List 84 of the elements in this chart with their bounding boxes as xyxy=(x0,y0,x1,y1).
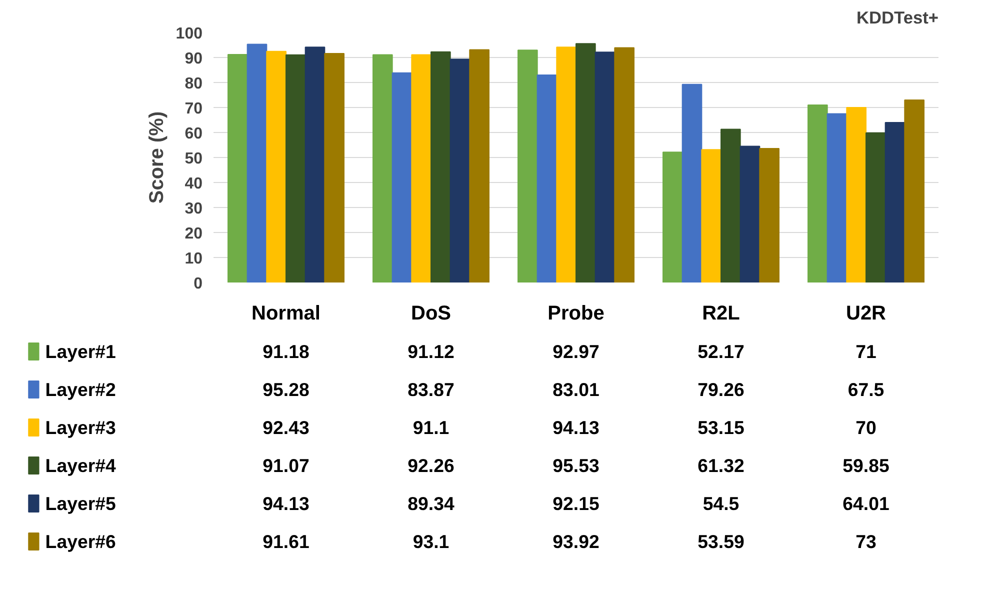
bar xyxy=(720,128,741,282)
chart-title: KDDTest+ xyxy=(856,8,939,28)
data-label: 94.13 xyxy=(262,493,310,514)
bar xyxy=(450,58,470,282)
y-tick-label: 70 xyxy=(184,100,203,118)
data-label: 94.13 xyxy=(552,417,600,438)
data-label: 52.17 xyxy=(698,341,744,362)
legend-label: Layer#3 xyxy=(45,417,116,438)
data-label: 91.07 xyxy=(262,455,310,476)
data-label: 91.61 xyxy=(262,531,310,552)
bar xyxy=(392,72,412,282)
data-label: 73 xyxy=(856,531,876,552)
data-label: 83.01 xyxy=(552,379,600,400)
data-label: 83.87 xyxy=(408,379,454,400)
data-label: 95.28 xyxy=(262,379,310,400)
data-label: 91.1 xyxy=(412,417,450,438)
x-tick-label: DoS xyxy=(411,302,451,324)
data-label: 91.12 xyxy=(408,341,454,362)
bar xyxy=(556,46,576,282)
data-label: 92.26 xyxy=(408,455,454,476)
bar xyxy=(304,46,326,282)
data-label: 93.1 xyxy=(412,531,450,552)
bar xyxy=(866,132,886,282)
legend-label: Layer#4 xyxy=(45,455,116,476)
bar xyxy=(324,52,344,282)
data-label: 92.97 xyxy=(552,341,600,362)
data-label: 61.32 xyxy=(698,455,744,476)
bar xyxy=(286,54,306,282)
data-label: 70 xyxy=(856,417,876,438)
legend-label: Layer#1 xyxy=(45,341,116,362)
bar xyxy=(430,51,451,282)
bar xyxy=(576,43,596,282)
y-tick-label: 60 xyxy=(184,126,203,142)
y-tick-label: 30 xyxy=(184,200,203,218)
bar xyxy=(662,152,683,282)
bar xyxy=(594,52,616,282)
bar xyxy=(411,54,432,282)
x-tick-label: Normal xyxy=(252,302,320,324)
bar xyxy=(740,146,760,282)
data-label: 53.15 xyxy=(698,417,744,438)
bar xyxy=(682,84,702,282)
bar xyxy=(759,148,780,282)
x-tick-label: U2R xyxy=(846,302,887,324)
data-label: 95.53 xyxy=(552,455,600,476)
y-tick-label: 90 xyxy=(184,50,203,68)
y-tick-label: 0 xyxy=(194,276,203,292)
data-label: 59.85 xyxy=(842,455,890,476)
bar xyxy=(846,107,866,282)
data-label: 93.92 xyxy=(552,531,600,552)
bar xyxy=(228,54,248,282)
y-tick-label: 10 xyxy=(184,250,203,268)
data-label: 64.01 xyxy=(842,493,890,514)
y-tick-label: 20 xyxy=(184,226,203,242)
bar xyxy=(536,74,558,282)
bar xyxy=(469,49,490,282)
bar xyxy=(904,100,924,282)
bar xyxy=(826,113,848,282)
data-label: 54.5 xyxy=(702,493,740,514)
y-axis-title: Score (%) xyxy=(146,111,168,204)
y-tick-label: 80 xyxy=(184,76,203,92)
bar xyxy=(884,122,906,282)
x-tick-label: Probe xyxy=(548,302,604,324)
legend-label: Layer#6 xyxy=(45,531,116,552)
bar xyxy=(701,149,722,282)
data-label: 92.15 xyxy=(552,493,600,514)
data-label: 91.18 xyxy=(262,341,310,362)
data-label: 53.59 xyxy=(698,531,744,552)
data-label: 79.26 xyxy=(698,379,744,400)
y-tick-label: 40 xyxy=(184,176,203,192)
bar xyxy=(808,104,828,282)
data-label: 71 xyxy=(856,341,876,362)
data-label: 67.5 xyxy=(848,379,884,400)
bar xyxy=(266,50,286,282)
x-tick-label: R2L xyxy=(702,302,740,324)
bar xyxy=(518,50,538,282)
legend-label: Layer#5 xyxy=(45,493,116,514)
legend-label: Layer#2 xyxy=(45,379,116,400)
bar xyxy=(614,47,634,282)
y-tick-label: 100 xyxy=(176,26,203,42)
bar xyxy=(372,54,393,282)
bar xyxy=(246,44,268,282)
data-label: 92.43 xyxy=(262,417,310,438)
y-tick-label: 50 xyxy=(184,150,203,168)
data-label: 89.34 xyxy=(408,493,455,514)
